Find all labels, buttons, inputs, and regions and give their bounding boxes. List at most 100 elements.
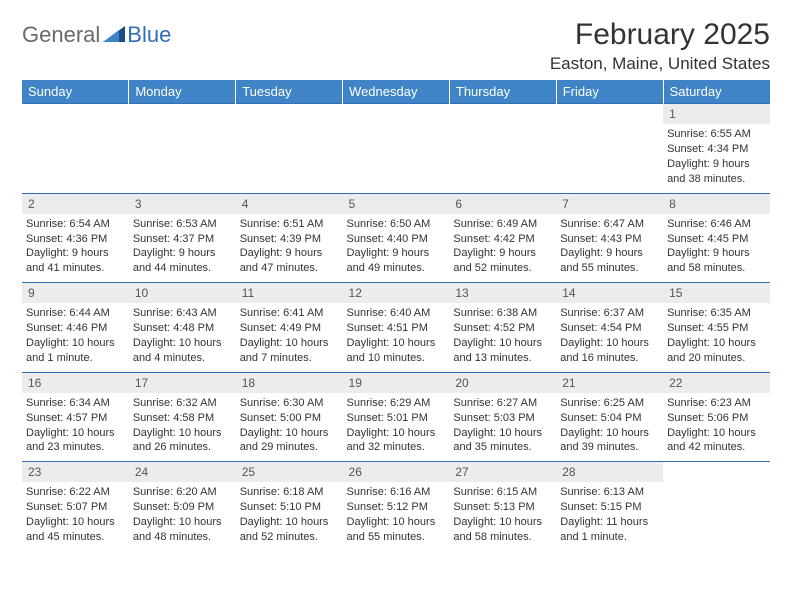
sunrise-text: Sunrise: 6:50 AM	[347, 217, 446, 232]
sunset-text: Sunset: 4:37 PM	[133, 232, 232, 247]
day-number: 20	[449, 373, 556, 393]
day-number: 17	[129, 373, 236, 393]
sunrise-text: Sunrise: 6:18 AM	[240, 485, 339, 500]
day-number: 13	[449, 283, 556, 303]
calendar-day-cell: 22Sunrise: 6:23 AMSunset: 5:06 PMDayligh…	[663, 372, 770, 462]
day-number: 16	[22, 373, 129, 393]
day-number: 4	[236, 194, 343, 214]
sunset-text: Sunset: 4:55 PM	[667, 321, 766, 336]
daylight-text: Daylight: 10 hours and 48 minutes.	[133, 515, 232, 545]
day-number: 25	[236, 462, 343, 482]
sunset-text: Sunset: 4:54 PM	[560, 321, 659, 336]
calendar-day-cell: 12Sunrise: 6:40 AMSunset: 4:51 PMDayligh…	[343, 283, 450, 373]
calendar-day-cell	[663, 462, 770, 551]
day-number: 12	[343, 283, 450, 303]
sunset-text: Sunset: 4:34 PM	[667, 142, 766, 157]
weekday-header: Monday	[129, 80, 236, 104]
calendar-day-cell: 25Sunrise: 6:18 AMSunset: 5:10 PMDayligh…	[236, 462, 343, 551]
daylight-text: Daylight: 10 hours and 4 minutes.	[133, 336, 232, 366]
sunrise-text: Sunrise: 6:23 AM	[667, 396, 766, 411]
sunset-text: Sunset: 4:45 PM	[667, 232, 766, 247]
day-number: 15	[663, 283, 770, 303]
sunset-text: Sunset: 4:49 PM	[240, 321, 339, 336]
month-title: February 2025	[550, 18, 770, 52]
sunset-text: Sunset: 5:03 PM	[453, 411, 552, 426]
sunrise-text: Sunrise: 6:37 AM	[560, 306, 659, 321]
logo-triangle-icon	[103, 24, 125, 47]
calendar-day-cell: 28Sunrise: 6:13 AMSunset: 5:15 PMDayligh…	[556, 462, 663, 551]
daylight-text: Daylight: 10 hours and 23 minutes.	[26, 426, 125, 456]
calendar-week-row: 2Sunrise: 6:54 AMSunset: 4:36 PMDaylight…	[22, 193, 770, 283]
sunrise-text: Sunrise: 6:51 AM	[240, 217, 339, 232]
weekday-header: Tuesday	[236, 80, 343, 104]
sunrise-text: Sunrise: 6:54 AM	[26, 217, 125, 232]
calendar-day-cell: 14Sunrise: 6:37 AMSunset: 4:54 PMDayligh…	[556, 283, 663, 373]
calendar-day-cell: 18Sunrise: 6:30 AMSunset: 5:00 PMDayligh…	[236, 372, 343, 462]
calendar-day-cell: 21Sunrise: 6:25 AMSunset: 5:04 PMDayligh…	[556, 372, 663, 462]
calendar-day-cell: 1 Sunrise: 6:55 AMSunset: 4:34 PMDaylight…	[663, 104, 770, 194]
calendar-day-cell: 10Sunrise: 6:43 AMSunset: 4:48 PMDayligh…	[129, 283, 236, 373]
logo-text-blue: Blue	[127, 22, 171, 48]
day-number: 10	[129, 283, 236, 303]
sunrise-text: Sunrise: 6:30 AM	[240, 396, 339, 411]
day-number: 24	[129, 462, 236, 482]
sunset-text: Sunset: 5:01 PM	[347, 411, 446, 426]
page-header: General Blue February 2025 Easton, Maine…	[22, 18, 770, 74]
daylight-text: Daylight: 9 hours and 44 minutes.	[133, 246, 232, 276]
calendar-day-cell: 6Sunrise: 6:49 AMSunset: 4:42 PMDaylight…	[449, 193, 556, 283]
daylight-text: Daylight: 10 hours and 20 minutes.	[667, 336, 766, 366]
sunrise-text: Sunrise: 6:27 AM	[453, 396, 552, 411]
sunset-text: Sunset: 4:42 PM	[453, 232, 552, 247]
calendar-table: Sunday Monday Tuesday Wednesday Thursday…	[22, 80, 770, 551]
daylight-text: Daylight: 10 hours and 10 minutes.	[347, 336, 446, 366]
daylight-text: Daylight: 10 hours and 42 minutes.	[667, 426, 766, 456]
daylight-text: Daylight: 9 hours and 52 minutes.	[453, 246, 552, 276]
calendar-day-cell: 26Sunrise: 6:16 AMSunset: 5:12 PMDayligh…	[343, 462, 450, 551]
sunset-text: Sunset: 5:12 PM	[347, 500, 446, 515]
daylight-text: Daylight: 10 hours and 26 minutes.	[133, 426, 232, 456]
daylight-text: Daylight: 10 hours and 45 minutes.	[26, 515, 125, 545]
calendar-day-cell	[129, 104, 236, 194]
calendar-day-cell: 15 Sunrise: 6:35 AMSunset: 4:55 PMDayligh…	[663, 283, 770, 373]
daylight-text: Daylight: 10 hours and 39 minutes.	[560, 426, 659, 456]
daylight-text: Daylight: 10 hours and 16 minutes.	[560, 336, 659, 366]
day-number: 27	[449, 462, 556, 482]
location-text: Easton, Maine, United States	[550, 54, 770, 74]
sunrise-text: Sunrise: 6:49 AM	[453, 217, 552, 232]
day-number: 26	[343, 462, 450, 482]
sunrise-text: Sunrise: 6:41 AM	[240, 306, 339, 321]
sunrise-text: Sunrise: 6:53 AM	[133, 217, 232, 232]
day-number: 1	[663, 104, 770, 124]
daylight-text: Daylight: 11 hours and 1 minute.	[560, 515, 659, 545]
daylight-text: Daylight: 10 hours and 35 minutes.	[453, 426, 552, 456]
sunset-text: Sunset: 5:04 PM	[560, 411, 659, 426]
daylight-text: Daylight: 10 hours and 32 minutes.	[347, 426, 446, 456]
sunrise-text: Sunrise: 6:35 AM	[667, 306, 766, 321]
calendar-page: General Blue February 2025 Easton, Maine…	[0, 0, 792, 551]
logo: General Blue	[22, 18, 171, 48]
calendar-day-cell: 16Sunrise: 6:34 AMSunset: 4:57 PMDayligh…	[22, 372, 129, 462]
sunrise-text: Sunrise: 6:22 AM	[26, 485, 125, 500]
daylight-text: Daylight: 10 hours and 1 minute.	[26, 336, 125, 366]
daylight-text: Daylight: 10 hours and 13 minutes.	[453, 336, 552, 366]
calendar-day-cell: 17Sunrise: 6:32 AMSunset: 4:58 PMDayligh…	[129, 372, 236, 462]
calendar-day-cell: 2Sunrise: 6:54 AMSunset: 4:36 PMDaylight…	[22, 193, 129, 283]
title-block: February 2025 Easton, Maine, United Stat…	[550, 18, 770, 74]
calendar-day-cell: 20 Sunrise: 6:27 AMSunset: 5:03 PMDayligh…	[449, 372, 556, 462]
calendar-day-cell	[22, 104, 129, 194]
weekday-header: Thursday	[449, 80, 556, 104]
daylight-text: Daylight: 9 hours and 49 minutes.	[347, 246, 446, 276]
sunset-text: Sunset: 5:13 PM	[453, 500, 552, 515]
sunset-text: Sunset: 4:51 PM	[347, 321, 446, 336]
weekday-header: Sunday	[22, 80, 129, 104]
day-number: 23	[22, 462, 129, 482]
calendar-day-cell	[449, 104, 556, 194]
sunset-text: Sunset: 5:00 PM	[240, 411, 339, 426]
day-number: 18	[236, 373, 343, 393]
sunrise-text: Sunrise: 6:43 AM	[133, 306, 232, 321]
day-number: 2	[22, 194, 129, 214]
calendar-day-cell	[236, 104, 343, 194]
sunrise-text: Sunrise: 6:55 AM	[667, 127, 766, 142]
daylight-text: Daylight: 9 hours and 38 minutes.	[667, 157, 766, 187]
sunset-text: Sunset: 4:52 PM	[453, 321, 552, 336]
